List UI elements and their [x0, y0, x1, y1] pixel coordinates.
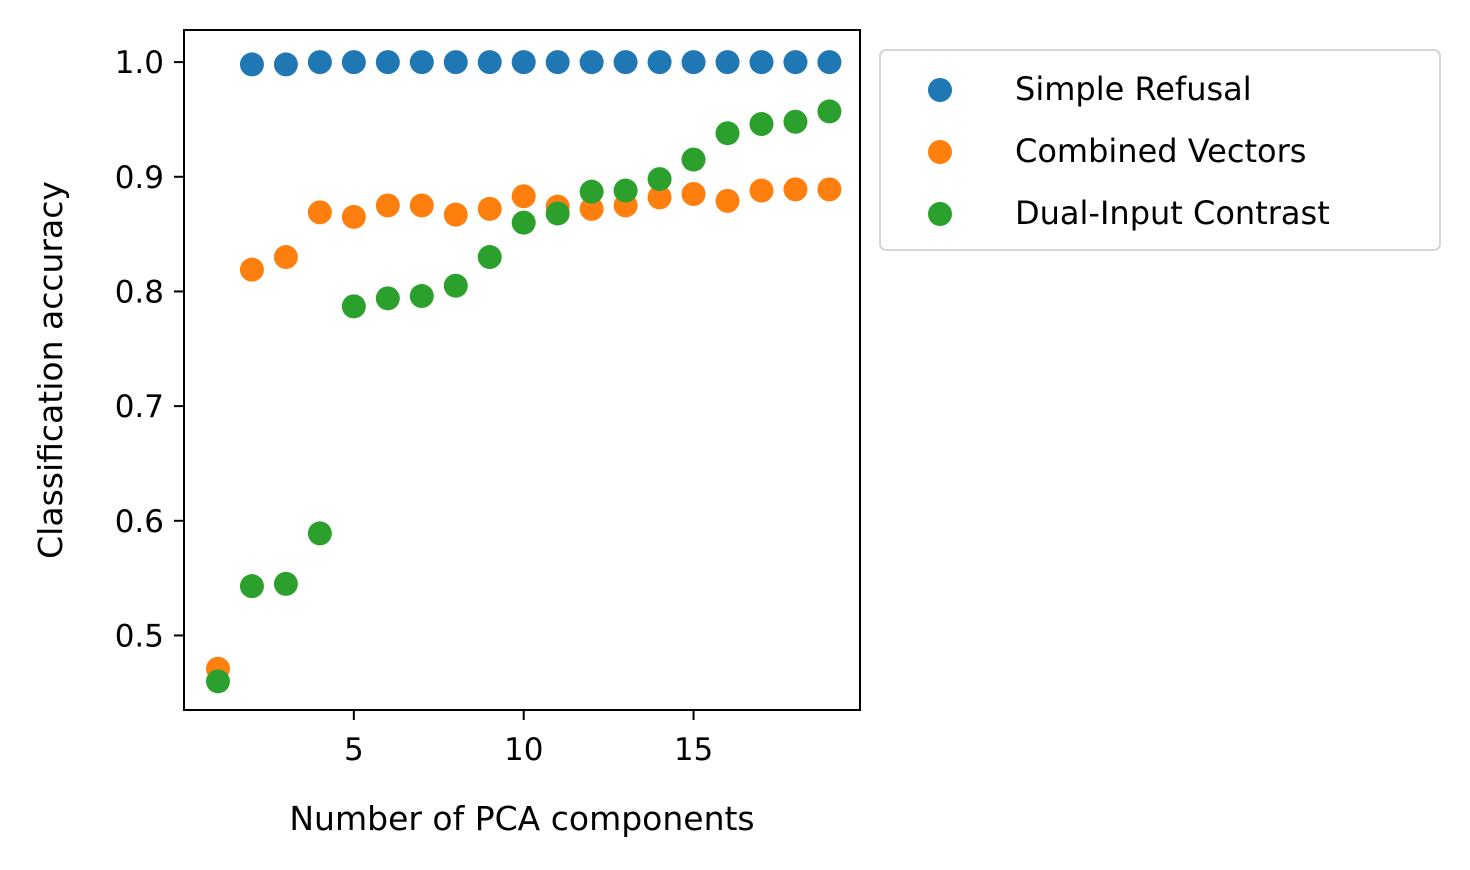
x-tick-label: 15 — [674, 732, 713, 768]
point-dual-input-contrast — [613, 178, 638, 203]
point-combined-vectors — [749, 178, 774, 203]
point-dual-input-contrast — [817, 99, 842, 124]
y-tick-label: 0.5 — [115, 618, 164, 654]
y-axis-label: Classification accuracy — [31, 181, 70, 559]
point-dual-input-contrast — [375, 286, 400, 311]
point-simple-refusal — [749, 50, 774, 75]
point-combined-vectors — [239, 257, 264, 282]
y-tick-label: 0.9 — [115, 160, 164, 196]
point-combined-vectors — [511, 184, 536, 209]
point-simple-refusal — [307, 50, 332, 75]
point-simple-refusal — [783, 50, 808, 75]
data-points — [205, 50, 842, 694]
point-dual-input-contrast — [579, 179, 604, 204]
y-tick-label: 0.7 — [115, 389, 164, 425]
point-dual-input-contrast — [205, 669, 230, 694]
point-combined-vectors — [647, 185, 672, 210]
point-combined-vectors — [817, 177, 842, 202]
point-dual-input-contrast — [681, 147, 706, 172]
point-dual-input-contrast — [341, 294, 366, 319]
legend-label-combined-vectors: Combined Vectors — [1015, 132, 1306, 170]
point-simple-refusal — [715, 50, 740, 75]
y-axis-ticks: 0.5 0.6 0.7 0.8 0.9 1.0 — [115, 45, 184, 654]
point-combined-vectors — [783, 177, 808, 202]
x-tick-label: 5 — [344, 732, 364, 768]
point-simple-refusal — [511, 50, 536, 75]
x-tick-label: 10 — [504, 732, 543, 768]
point-dual-input-contrast — [443, 273, 468, 298]
point-simple-refusal — [545, 50, 570, 75]
legend-marker-simple-refusal — [928, 78, 952, 102]
y-tick-label: 0.8 — [115, 274, 164, 310]
point-simple-refusal — [647, 50, 672, 75]
x-axis-ticks: 5 10 15 — [344, 710, 713, 768]
point-simple-refusal — [273, 52, 298, 77]
point-simple-refusal — [579, 50, 604, 75]
point-simple-refusal — [681, 50, 706, 75]
point-simple-refusal — [375, 50, 400, 75]
point-dual-input-contrast — [647, 167, 672, 192]
point-dual-input-contrast — [307, 521, 332, 546]
point-simple-refusal — [613, 50, 638, 75]
legend-marker-combined-vectors — [928, 140, 952, 164]
point-dual-input-contrast — [545, 201, 570, 226]
point-dual-input-contrast — [715, 121, 740, 146]
legend-frame — [879, 49, 1441, 251]
point-dual-input-contrast — [511, 210, 536, 235]
point-dual-input-contrast — [273, 571, 298, 596]
point-combined-vectors — [443, 202, 468, 227]
legend-label-simple-refusal: Simple Refusal — [1015, 70, 1252, 108]
point-combined-vectors — [681, 181, 706, 206]
point-simple-refusal — [477, 50, 502, 75]
legend-marker-dual-input-contrast — [928, 202, 952, 226]
point-dual-input-contrast — [477, 245, 502, 270]
x-axis-label: Number of PCA components — [289, 799, 754, 838]
point-simple-refusal — [409, 50, 434, 75]
point-combined-vectors — [409, 193, 434, 218]
y-tick-label: 0.6 — [115, 504, 164, 540]
point-simple-refusal — [443, 50, 468, 75]
point-combined-vectors — [307, 200, 332, 225]
legend-label-dual-input-contrast: Dual-Input Contrast — [1015, 194, 1330, 232]
point-dual-input-contrast — [409, 284, 434, 309]
point-simple-refusal — [341, 50, 366, 75]
point-combined-vectors — [477, 196, 502, 221]
y-tick-label: 1.0 — [115, 45, 164, 81]
point-combined-vectors — [579, 196, 604, 221]
point-dual-input-contrast — [783, 109, 808, 134]
legend: Simple Refusal Combined Vectors Dual-Inp… — [879, 49, 1441, 251]
point-combined-vectors — [341, 204, 366, 229]
point-dual-input-contrast — [239, 574, 264, 599]
point-combined-vectors — [715, 188, 740, 213]
point-combined-vectors — [375, 193, 400, 218]
point-simple-refusal — [817, 50, 842, 75]
point-simple-refusal — [239, 52, 264, 77]
point-combined-vectors — [273, 245, 298, 270]
plot-area-frame — [183, 29, 861, 711]
point-dual-input-contrast — [749, 112, 774, 137]
